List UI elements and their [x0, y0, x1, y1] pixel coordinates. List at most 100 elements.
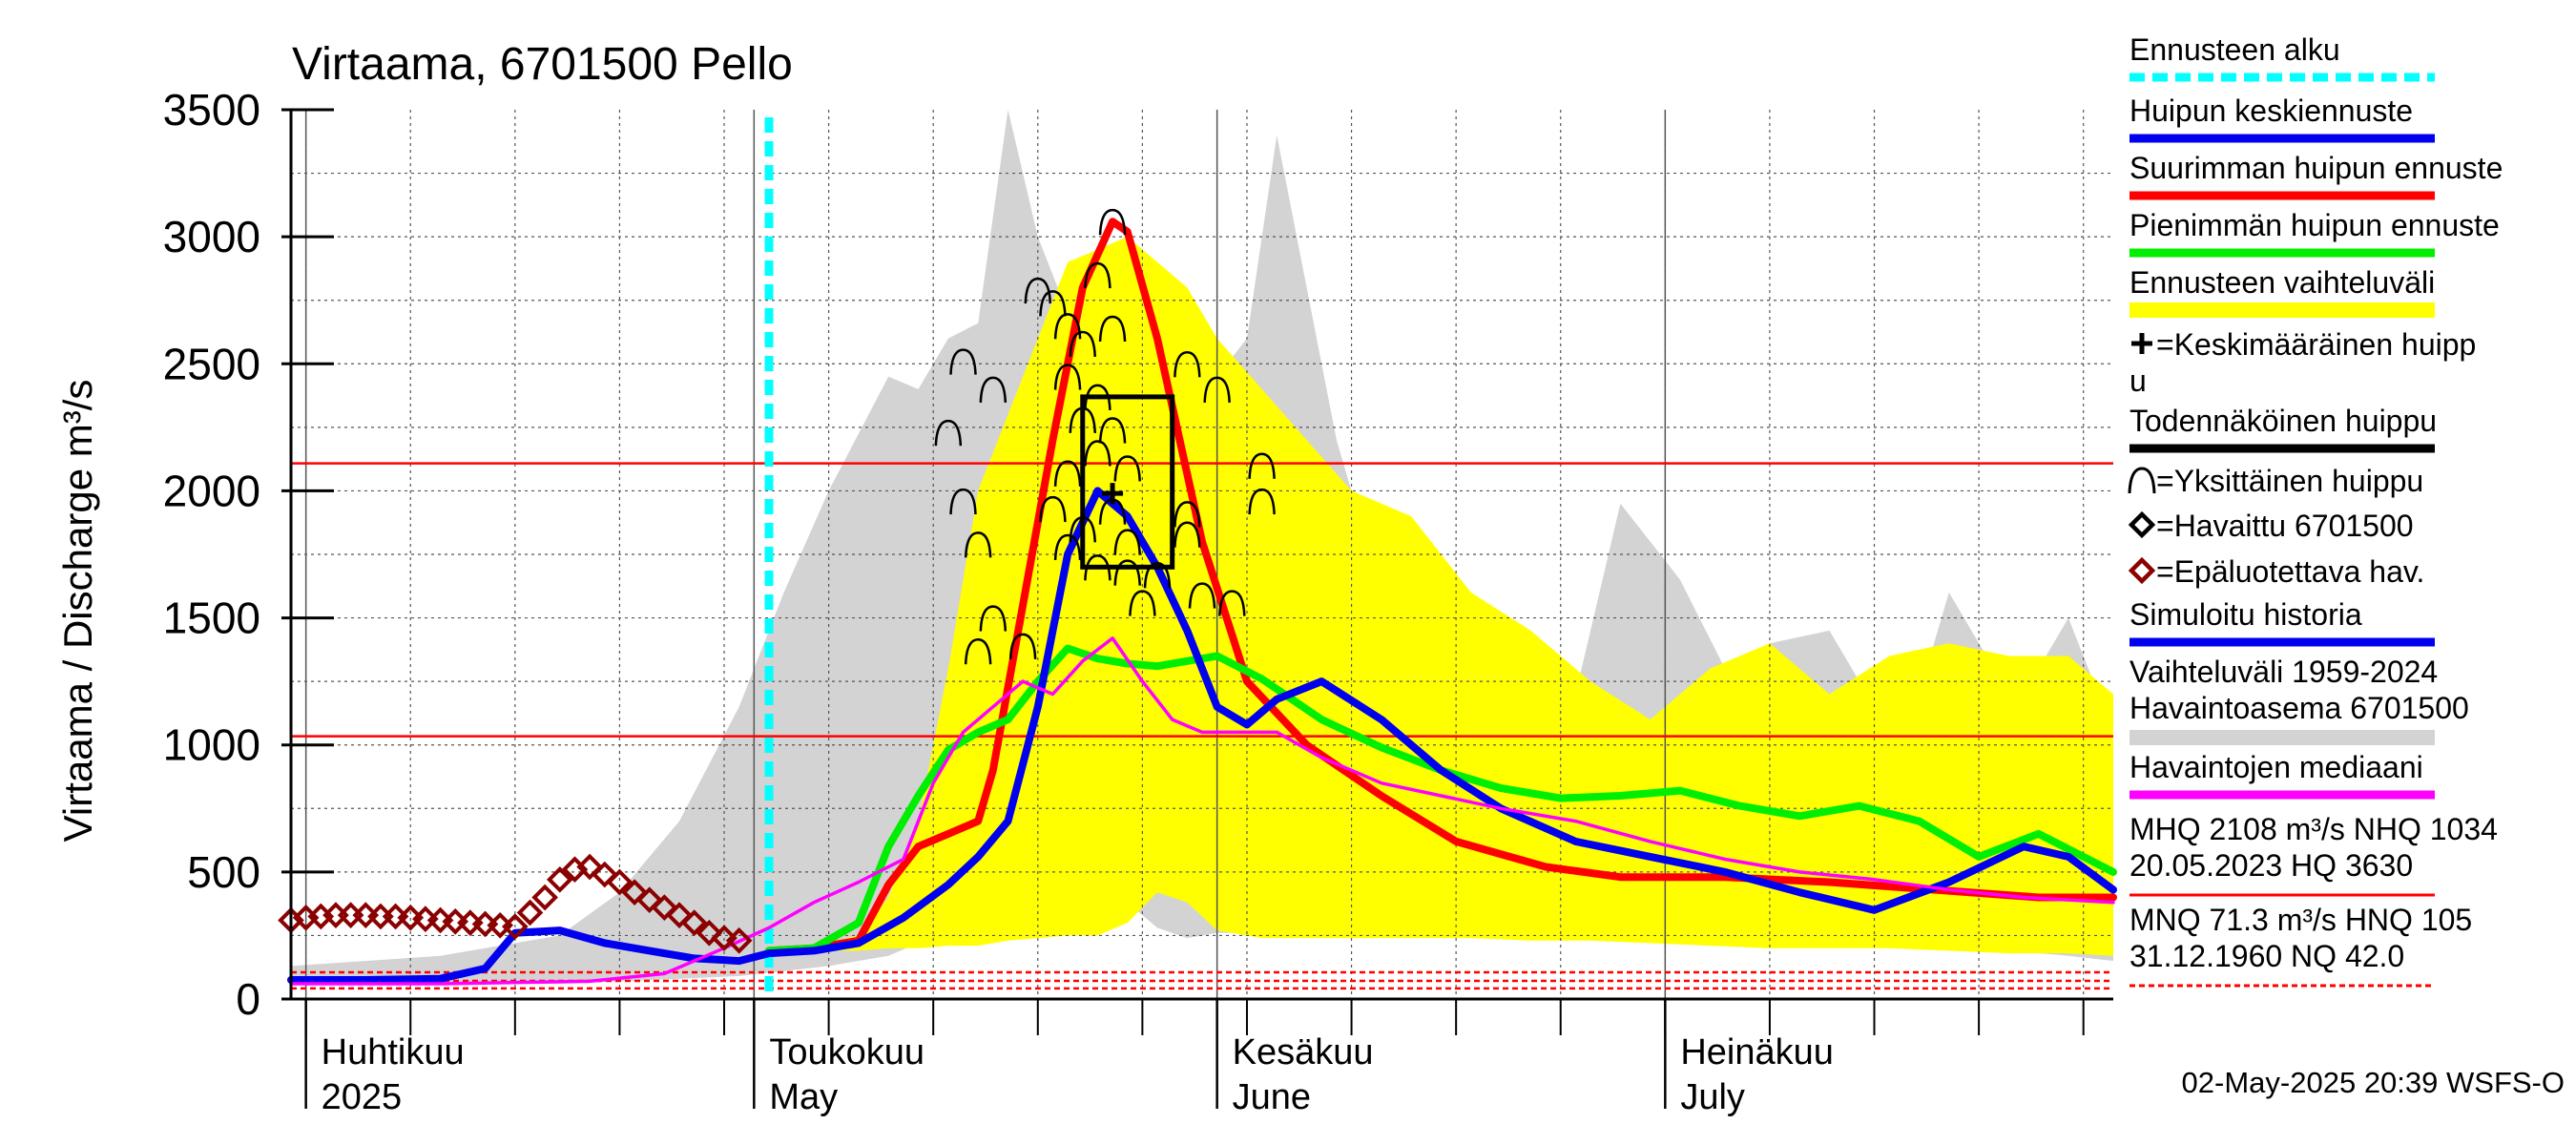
legend: Ennusteen alku Huipun keskiennuste Suurimm… [2128, 32, 2503, 988]
legend-simuloitu-historia-text: Simuloitu historia [2129, 597, 2362, 632]
legend-havaittu-6701500-text: =Havaittu 6701500 [2156, 509, 2414, 543]
observed-diamond [531, 884, 558, 911]
series-lines [287, 218, 2117, 986]
observed-diamond [502, 913, 529, 940]
series-pienimmän-huipun-ennuste [765, 644, 2117, 955]
individual-peak-arc [1053, 313, 1082, 340]
observed-diamond [725, 926, 753, 954]
individual-peak-arc [1053, 364, 1082, 390]
series-suurimman-huipun-ennuste [765, 218, 2117, 955]
individual-peak-arc [964, 531, 992, 558]
individual-peak-arc [1248, 452, 1276, 479]
legend-yksittäinen-huippu-swatch [2128, 467, 2156, 494]
legend-mnq-71-3-m-s-hnq-105-text-2: 31.12.1960 NQ 42.0 [2129, 939, 2404, 973]
grid [291, 110, 2113, 999]
legend-ennusteen-alku-text: Ennusteen alku [2129, 32, 2340, 67]
observed-diamond [591, 861, 618, 888]
observed-diamond [621, 879, 648, 906]
individual-peak-arc [1113, 529, 1141, 555]
month-label-en: 2025 [322, 1077, 403, 1117]
y-tick-label: 1500 [163, 593, 260, 643]
individual-peak-arc [1098, 208, 1127, 236]
legend-mhq-2108-m-s-nhq-1034-text: MHQ 2108 m³/s NHQ 1034 [2129, 812, 2498, 846]
individual-peak-arc [979, 376, 1008, 403]
legend-epäluotettava-hav-swatch [2128, 556, 2156, 585]
legend-epäluotettava-hav-text: =Epäluotettava hav. [2156, 554, 2424, 589]
axes: 0 500 1000 1500 2000 2500 3000 3500 Huhtikuu 2025… [163, 85, 2113, 1117]
y-tick-label: 2500 [163, 339, 260, 388]
observed-diamond [576, 853, 603, 881]
observed-diamond [651, 894, 678, 921]
individual-peak-arc [1084, 261, 1111, 289]
individual-peak-arc [1218, 590, 1246, 616]
probable-peak-box [1080, 394, 1175, 570]
observed-diamond [711, 925, 737, 951]
legend-mnq-71-3-m-s-hnq-105-text: MNQ 71.3 m³/s HNQ 105 [2129, 903, 2472, 937]
observed-diamond [516, 899, 544, 926]
individual-peak-arc [1113, 559, 1141, 586]
individual-peak-arc [1248, 488, 1276, 515]
individual-peak-arc [1113, 455, 1141, 482]
mean-peak-plus [1102, 483, 1124, 505]
individual-peak-arc [1129, 590, 1156, 616]
observed-diamond [546, 866, 573, 893]
series-havaintojen-mediaani [289, 636, 2115, 986]
legend-todennäköinen-huippu-text: Todennäköinen huippu [2129, 404, 2437, 438]
y-tick-label: 1000 [163, 720, 260, 770]
footer-timestamp: 02-May-2025 20:39 WSFS-O [2182, 1066, 2565, 1099]
individual-peak-arc [1053, 460, 1082, 487]
individual-peak-arc [1174, 351, 1201, 378]
individual-peak-arc [1143, 562, 1172, 589]
chart-title: Virtaama, 6701500 Pello [292, 39, 793, 90]
forecast-range-band [769, 237, 2113, 956]
y-tick-label: 0 [236, 974, 260, 1024]
individual-peak-arc [949, 348, 977, 375]
individual-peak-arc [1174, 521, 1201, 548]
legend-vaihteluväli-1959-2024-text-2: Havaintoasema 6701500 [2129, 691, 2469, 725]
individual-peak-arc [964, 637, 992, 665]
individual-peak-arc [1039, 495, 1067, 523]
individual-peak-arc [1098, 417, 1127, 444]
legend-huipun-keskiennuste-text: Huipun keskiennuste [2129, 94, 2413, 128]
legend-havaintojen-mediaani-text: Havaintojen mediaani [2129, 750, 2423, 784]
legend-keskimääräinen-huipp-text: =Keskimääräinen huipp [2156, 327, 2476, 362]
month-label-fi: Huhtikuu [322, 1032, 465, 1072]
legend-keskimääräinen-huipp-swatch [2131, 333, 2152, 354]
month-label-en: June [1233, 1077, 1311, 1117]
individual-peak-arc [1008, 633, 1037, 659]
individual-peak-arc [1174, 501, 1201, 528]
month-label-fi: Heinäkuu [1680, 1032, 1834, 1072]
month-label-en: May [769, 1077, 838, 1117]
y-tick-label: 2000 [163, 466, 260, 515]
legend-suurimman-huipun-ennuste-text: Suurimman huipun ennuste [2129, 151, 2503, 185]
individual-peak-arc [979, 605, 1008, 632]
series-huipun-keskiennuste [287, 487, 2117, 984]
month-label-fi: Kesäkuu [1233, 1032, 1374, 1072]
y-tick-label: 3500 [163, 85, 260, 135]
individual-peak-arc [1039, 290, 1067, 317]
observed-diamond [666, 902, 693, 928]
legend-havaittu-6701500-swatch [2128, 510, 2156, 539]
observed-diamond [606, 868, 634, 896]
observed-diamond [680, 909, 708, 936]
legend-ennusteen-vaihteluväli-text: Ennusteen vaihteluväli [2129, 265, 2435, 300]
individual-peak-arc [1098, 315, 1127, 343]
individual-peak-arc [1203, 376, 1231, 403]
legend-vaihteluväli-1959-2024-text: Vaihteluväli 1959-2024 [2129, 655, 2438, 689]
month-label-en: July [1680, 1077, 1745, 1117]
individual-peak-arc [1084, 440, 1111, 467]
y-tick-label: 3000 [163, 212, 260, 261]
individual-peak-arc [949, 488, 977, 515]
month-label-fi: Toukokuu [769, 1032, 924, 1072]
legend-mhq-2108-m-s-nhq-1034-text-2: 20.05.2023 HQ 3630 [2129, 848, 2413, 883]
markers [278, 208, 1276, 954]
individual-peak-arc [1188, 582, 1216, 609]
reference-lines [291, 117, 2113, 999]
observed-diamond [696, 919, 723, 947]
individual-peak-arc [934, 419, 963, 447]
legend-yksittäinen-huippu-text: =Yksittäinen huippu [2156, 464, 2423, 498]
legend-pienimmän-huipun-ennuste-text: Pienimmän huipun ennuste [2129, 208, 2500, 242]
observed-diamond [337, 902, 364, 928]
y-tick-label: 500 [187, 847, 260, 897]
